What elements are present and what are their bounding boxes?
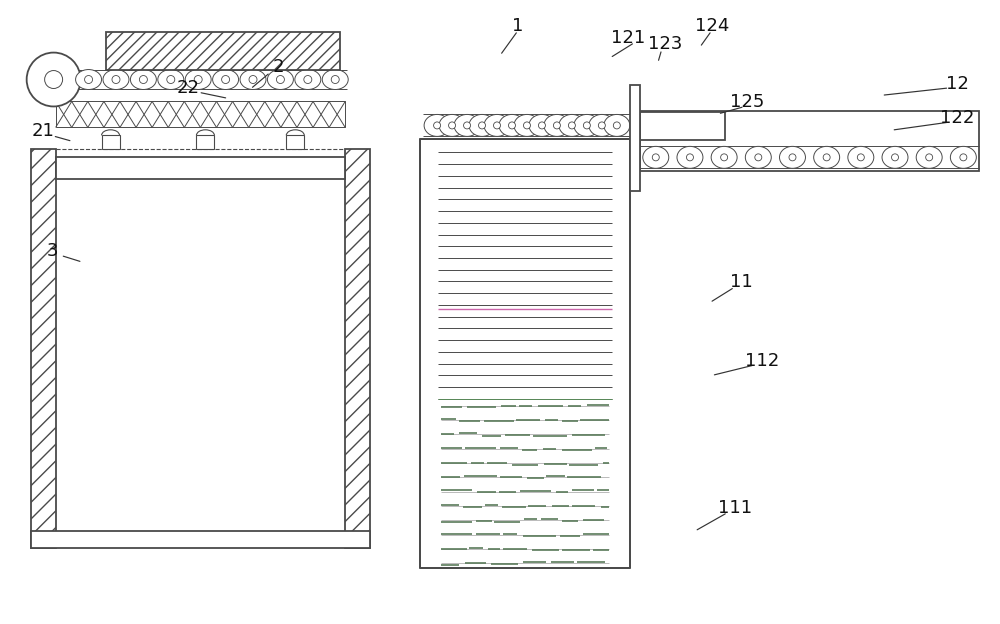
Ellipse shape (589, 114, 615, 137)
Text: 124: 124 (695, 17, 729, 34)
Ellipse shape (295, 69, 321, 89)
Bar (630, 84, 640, 192)
Bar (196, 135, 214, 149)
Bar (345, 149, 370, 548)
Text: 121: 121 (611, 29, 645, 47)
Circle shape (755, 154, 762, 161)
Circle shape (331, 76, 339, 84)
Ellipse shape (484, 114, 510, 137)
Bar (31, 530, 370, 548)
Text: 21: 21 (31, 122, 54, 140)
Circle shape (926, 154, 933, 161)
Ellipse shape (848, 147, 874, 168)
Ellipse shape (322, 69, 348, 89)
Ellipse shape (604, 114, 630, 137)
Circle shape (222, 76, 230, 84)
Text: 1: 1 (512, 17, 524, 34)
Ellipse shape (424, 114, 450, 137)
Circle shape (789, 154, 796, 161)
Circle shape (538, 122, 545, 129)
Circle shape (276, 76, 284, 84)
Ellipse shape (454, 114, 480, 137)
Ellipse shape (185, 69, 211, 89)
Ellipse shape (267, 69, 293, 89)
Ellipse shape (213, 69, 239, 89)
Ellipse shape (439, 114, 465, 137)
Ellipse shape (130, 69, 156, 89)
Bar (420, 139, 630, 568)
Text: 11: 11 (730, 273, 753, 291)
Circle shape (523, 122, 530, 129)
Bar (640, 112, 979, 172)
Circle shape (598, 122, 605, 129)
Bar (102, 135, 120, 149)
Ellipse shape (469, 114, 495, 137)
Circle shape (508, 122, 515, 129)
Circle shape (249, 76, 257, 84)
Ellipse shape (711, 147, 737, 168)
Ellipse shape (780, 147, 805, 168)
Circle shape (27, 52, 81, 107)
Bar (640, 112, 725, 140)
Text: 12: 12 (946, 74, 969, 92)
Text: 3: 3 (47, 242, 58, 260)
Circle shape (449, 122, 456, 129)
Ellipse shape (544, 114, 570, 137)
Circle shape (167, 76, 175, 84)
Ellipse shape (514, 114, 540, 137)
Circle shape (892, 154, 899, 161)
Bar (106, 32, 340, 69)
Ellipse shape (814, 147, 840, 168)
Bar (56, 102, 345, 127)
Circle shape (652, 154, 659, 161)
Bar (56, 157, 345, 179)
Ellipse shape (158, 69, 184, 89)
Circle shape (304, 76, 312, 84)
Text: 22: 22 (177, 79, 200, 97)
Circle shape (85, 76, 93, 84)
Circle shape (494, 122, 500, 129)
Circle shape (464, 122, 471, 129)
Ellipse shape (574, 114, 600, 137)
Ellipse shape (240, 69, 266, 89)
Circle shape (721, 154, 728, 161)
Ellipse shape (677, 147, 703, 168)
Circle shape (45, 71, 63, 89)
Circle shape (434, 122, 441, 129)
Ellipse shape (882, 147, 908, 168)
Ellipse shape (529, 114, 555, 137)
Circle shape (613, 122, 620, 129)
Ellipse shape (745, 147, 771, 168)
Ellipse shape (643, 147, 669, 168)
Circle shape (857, 154, 864, 161)
Text: 125: 125 (730, 92, 765, 110)
Circle shape (553, 122, 560, 129)
Bar (286, 135, 304, 149)
Ellipse shape (916, 147, 942, 168)
Ellipse shape (950, 147, 976, 168)
Ellipse shape (499, 114, 525, 137)
Circle shape (823, 154, 830, 161)
Ellipse shape (76, 69, 102, 89)
Text: 123: 123 (648, 36, 682, 53)
Text: 112: 112 (745, 351, 779, 369)
Text: 2: 2 (273, 58, 284, 76)
Circle shape (194, 76, 202, 84)
Text: 122: 122 (940, 109, 975, 127)
Ellipse shape (103, 69, 129, 89)
Bar (31, 149, 56, 548)
Circle shape (583, 122, 590, 129)
Circle shape (112, 76, 120, 84)
Circle shape (568, 122, 575, 129)
Ellipse shape (559, 114, 585, 137)
Circle shape (139, 76, 147, 84)
Circle shape (686, 154, 693, 161)
Circle shape (960, 154, 967, 161)
Circle shape (479, 122, 486, 129)
Text: 111: 111 (718, 499, 752, 517)
